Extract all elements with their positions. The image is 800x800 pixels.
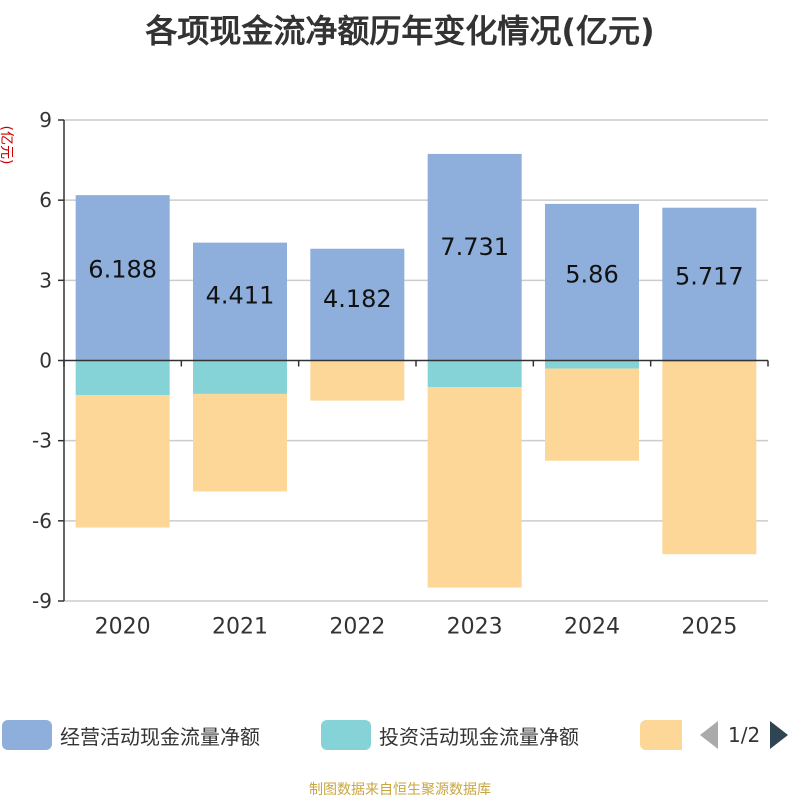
bar-series0-2024 bbox=[545, 203, 639, 361]
y-tick-label: 0 bbox=[39, 349, 52, 373]
bar-series0-2022 bbox=[310, 248, 405, 361]
legend-label-investing: 投资活动现金流量净额 bbox=[379, 724, 579, 749]
source-note: 制图数据来自恒生聚源数据库 bbox=[309, 782, 491, 798]
bar-series0-2025 bbox=[662, 207, 757, 361]
legend-swatch-financing bbox=[640, 720, 682, 750]
chart: -9 -6 -3 0 3 6 9 (亿元) 6.188 4.411 4.182 7.731 5.86 5.… bbox=[0, 108, 769, 640]
y-tick-label: 9 bbox=[39, 108, 52, 132]
bar-series2-2021 bbox=[193, 393, 287, 492]
bar-series1-2024 bbox=[545, 360, 639, 369]
bar-series2-2022 bbox=[310, 360, 405, 401]
bar-series1-2023 bbox=[427, 360, 522, 388]
legend: 经营活动现金流量净额 投资活动现金流量净额 1/2 bbox=[0, 717, 800, 753]
bar-series2-2025 bbox=[662, 361, 757, 555]
x-tick-label-2021: 2021 bbox=[212, 615, 268, 640]
x-tick-label-2025: 2025 bbox=[681, 615, 737, 640]
legend-label-operating: 经营活动现金流量净额 bbox=[60, 724, 260, 749]
legend-pagination: 1/2 bbox=[700, 717, 789, 753]
y-tick-label: 3 bbox=[39, 268, 52, 292]
legend-item-operating[interactable]: 经营活动现金流量净额 bbox=[2, 717, 260, 753]
legend-swatch-operating bbox=[2, 720, 52, 750]
y-axis-unit-label: (亿元) bbox=[0, 126, 14, 165]
data-label-2020: 6.188 bbox=[88, 256, 157, 284]
bar-series0-2023 bbox=[427, 153, 522, 361]
data-label-2024: 5.86 bbox=[565, 260, 618, 288]
chart-title: 各项现金流净额历年变化情况(亿元) bbox=[145, 12, 655, 50]
legend-item-investing[interactable]: 投资活动现金流量净额 bbox=[321, 717, 579, 753]
legend-next-arrow-icon[interactable] bbox=[770, 721, 789, 749]
bar-series2-2023 bbox=[427, 387, 522, 588]
x-tick-label-2023: 2023 bbox=[447, 615, 503, 640]
bar-series1-2020 bbox=[75, 360, 170, 396]
bar-series0-2020 bbox=[75, 195, 170, 361]
y-tick-label: -6 bbox=[32, 509, 52, 533]
x-tick-label-2022: 2022 bbox=[329, 615, 385, 640]
bar-series2-2024 bbox=[545, 368, 639, 461]
data-label-2025: 5.717 bbox=[675, 262, 744, 290]
y-tick-label: -9 bbox=[32, 589, 52, 613]
legend-prev-arrow-icon[interactable] bbox=[700, 721, 718, 749]
legend-item-financing[interactable] bbox=[640, 717, 682, 753]
bar-series0-2021 bbox=[193, 242, 287, 361]
bar-series2-2020 bbox=[75, 395, 170, 528]
data-label-2021: 4.411 bbox=[206, 282, 275, 310]
data-label-2022: 4.182 bbox=[323, 285, 392, 313]
legend-page-indicator: 1/2 bbox=[728, 723, 761, 747]
y-tick-label: -3 bbox=[32, 429, 52, 453]
bar-series1-2021 bbox=[193, 360, 287, 394]
data-label-2023: 7.731 bbox=[440, 233, 509, 261]
legend-swatch-investing bbox=[321, 720, 371, 750]
y-tick-label: 6 bbox=[39, 188, 52, 212]
x-tick-label-2020: 2020 bbox=[95, 615, 151, 640]
x-tick-label-2024: 2024 bbox=[564, 615, 620, 640]
